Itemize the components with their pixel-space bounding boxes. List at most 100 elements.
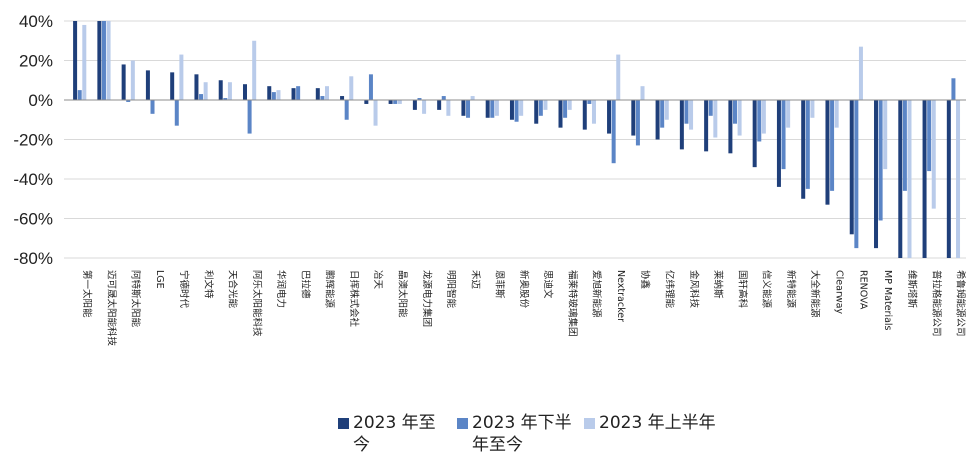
bar [631,100,636,136]
x-tick-label: 鹏辉能源 [324,270,336,309]
x-tick-label: 亿纬锂能 [663,270,675,309]
bar [397,100,402,104]
bar [607,100,612,134]
bar [490,100,495,118]
bar [689,100,694,130]
bar [655,100,660,140]
chart-legend: 2023 年至今 2023 年下半年至今 2023 年上半年 [338,412,724,456]
x-tick-label: 普拉格能源公司 [930,270,942,337]
legend-swatch-ytd [338,418,349,429]
bar [616,54,621,100]
bar [218,80,223,100]
bar [247,100,252,134]
bar [708,100,713,116]
bar [101,21,106,100]
bar [946,100,951,258]
x-tick-label: RENOVA [858,270,869,310]
x-tick-label: 第一太阳能 [81,270,93,318]
bar [494,100,499,116]
bar [373,100,378,126]
bar [902,100,907,191]
bar [931,100,936,209]
bar [393,100,398,104]
bar [325,86,330,100]
bar [858,46,863,100]
bar [203,82,208,100]
bar [509,100,514,120]
bar [150,100,155,114]
y-tick-label: 40% [19,12,53,31]
bar [242,84,247,100]
x-tick-label: 禾迈 [469,270,480,290]
bar [227,82,232,100]
x-tick-label: 恩菲斯 [494,270,506,299]
bar [874,100,879,249]
legend-label-h2: 2023 年下半年至今 [472,413,572,455]
bar [737,100,742,136]
chart-canvas: 40% 20% 0% -20% -40% -60% -80% 第一太阳能 迈可晟太阳能科技 阿特斯… [13,12,967,347]
bar [252,40,257,100]
legend-item-ytd: 2023 年至今 [338,412,449,456]
bar [441,96,446,100]
x-tick-label: 福莱特玻璃集团 [566,270,578,337]
legend-swatch-h1 [584,418,595,429]
bar [927,100,932,172]
bar [514,100,519,122]
bar [291,88,296,100]
bar [534,100,539,124]
y-tick-label: -60% [13,210,53,229]
bar [422,100,427,114]
bar [315,88,320,100]
legend-label-h1: 2023 年上半年 [599,413,716,433]
bar [199,94,204,100]
x-tick-label: 明阳智能 [445,270,457,309]
bar [388,100,393,104]
x-tick-label: 阿乐太阳能科技 [251,270,263,337]
bar [485,100,490,118]
x-tick-label: 阿特斯太阳能 [130,270,142,328]
bar [558,100,563,128]
x-tick-label: 冶天 [372,270,384,290]
bar [461,100,466,116]
bar [470,96,475,100]
bar [635,100,640,146]
x-tick-label: 莱纳斯 [712,270,724,299]
bar [907,100,912,258]
bar [466,100,471,118]
bar [898,100,903,258]
bar [412,100,417,110]
bar [825,100,830,205]
x-tick-label: LGE [154,270,165,289]
x-tick-label: 华润电力 [275,270,287,308]
bar [417,98,422,100]
x-tick-label: 希鲁姆能源公司 [955,270,967,337]
bar [854,100,859,249]
bar [179,54,184,100]
bar [174,100,179,126]
y-tick-label: -40% [13,170,53,189]
bar [591,100,596,124]
bar [145,70,150,100]
bar [267,86,272,100]
y-tick-label: 0% [28,91,53,110]
bar [130,60,135,100]
bar [519,100,524,116]
bar [834,100,839,128]
bar [320,96,325,100]
bar [368,74,373,100]
bar [704,100,709,152]
x-tick-label: Nextracker [615,270,626,322]
bar [956,100,961,258]
bar [849,100,854,235]
bar [77,90,82,100]
bar [82,24,87,101]
bar [776,100,781,187]
bar [878,100,883,221]
bar [757,100,762,142]
legend-item-h2: 2023 年下半年至今 [457,412,576,456]
x-tick-label: 爱旭新能源 [591,270,603,318]
bar [563,100,568,118]
bar [340,96,345,100]
bar [73,21,78,100]
